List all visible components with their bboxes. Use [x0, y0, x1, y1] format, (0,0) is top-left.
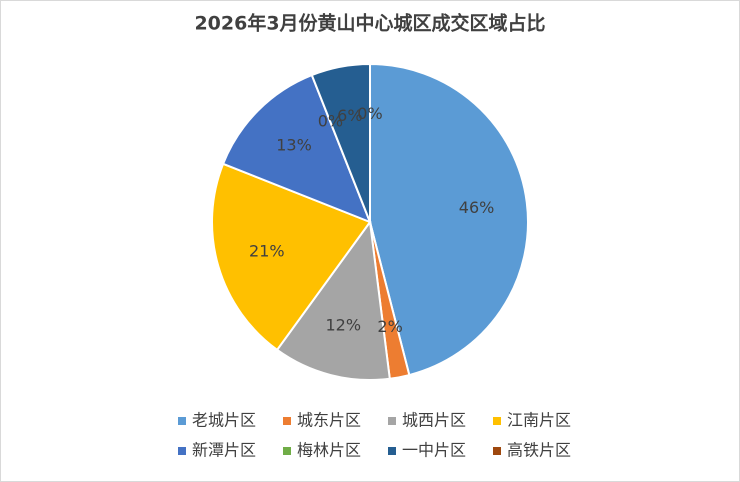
- pie-slice: [221, 73, 372, 224]
- legend-label: 城西片区: [402, 411, 466, 430]
- data-label: 6%: [337, 106, 362, 125]
- legend-swatch: [493, 447, 501, 455]
- legend-swatch: [493, 417, 501, 425]
- legend-label: 江南片区: [507, 411, 571, 430]
- legend-swatch: [283, 417, 291, 425]
- chart-title: 2026年3月份黄山中心城区成交区域占比: [194, 12, 545, 35]
- legend-label: 老城片区: [192, 411, 256, 430]
- pie-slice: [211, 162, 372, 352]
- data-label: 0%: [318, 112, 343, 131]
- legend-swatch: [388, 447, 396, 455]
- legend-swatch: [283, 447, 291, 455]
- data-label: 13%: [276, 136, 312, 155]
- legend-label: 新潭片区: [192, 441, 256, 460]
- data-label: 46%: [459, 198, 495, 217]
- data-label: 0%: [357, 104, 382, 123]
- legend-swatch: [178, 417, 186, 425]
- legend-label: 一中片区: [402, 441, 466, 460]
- legend-label: 高铁片区: [507, 441, 571, 460]
- legend-swatch: [178, 447, 186, 455]
- pie-slice: [369, 62, 529, 377]
- pie-slice: [275, 219, 391, 381]
- legend-label: 城东片区: [297, 411, 361, 430]
- legend-label: 梅林片区: [297, 441, 361, 460]
- data-label: 21%: [249, 241, 285, 260]
- data-label: 2%: [377, 317, 402, 336]
- legend-swatch: [388, 417, 396, 425]
- data-label: 12%: [325, 316, 361, 335]
